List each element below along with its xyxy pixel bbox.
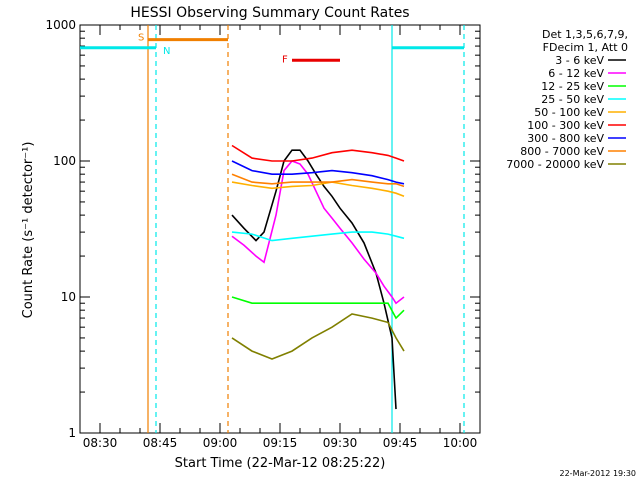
legend-label: 800 - 7000 keV: [520, 145, 604, 158]
plot-frame: [79, 24, 481, 434]
series-line: [231, 231, 405, 242]
x-tick-label: 08:45: [143, 436, 178, 450]
legend-header: FDecim 1, Att 0: [543, 41, 628, 54]
legend-label: 25 - 50 keV: [541, 93, 604, 106]
legend-label: 50 - 100 keV: [534, 106, 604, 119]
x-axis-label: Start Time (22-Mar-12 08:25:22): [175, 456, 386, 471]
series-line: [231, 144, 405, 162]
x-tick-label: 09:00: [203, 436, 238, 450]
legend-label: 12 - 25 keV: [541, 80, 604, 93]
x-tick-label: 10:00: [443, 436, 478, 450]
series-line: [231, 160, 405, 185]
series-line: [231, 173, 405, 188]
legend-label: 3 - 6 keV: [555, 54, 604, 67]
legend-label: 6 - 12 keV: [548, 67, 604, 80]
flag-label: N: [163, 46, 170, 57]
legend-header: Det 1,3,5,6,7,9,: [542, 28, 628, 41]
x-tick-label: 09:15: [263, 436, 298, 450]
y-tick-label: 1000: [45, 18, 76, 32]
x-tick-label: 09:30: [323, 436, 358, 450]
series-line: [231, 160, 405, 305]
series-line: [231, 296, 405, 320]
y-tick-label: 10: [61, 290, 76, 304]
legend-label: 300 - 800 keV: [527, 132, 604, 145]
flag-label: F: [282, 54, 288, 65]
legend-label: 7000 - 20000 keV: [506, 158, 604, 171]
chart-title: HESSI Observing Summary Count Rates: [130, 5, 409, 21]
x-tick-label: 08:30: [83, 436, 118, 450]
x-tick-label: 09:45: [383, 436, 418, 450]
y-axis-label: Count Rate (s⁻¹ detector⁻¹): [21, 142, 36, 319]
legend-label: 100 - 300 keV: [527, 119, 604, 132]
y-tick-label: 1: [68, 426, 76, 440]
y-tick-label: 100: [53, 154, 76, 168]
series-line: [231, 149, 397, 410]
timestamp: 22-Mar-2012 19:30: [560, 469, 637, 478]
flag-label: S: [138, 33, 144, 44]
series-line: [231, 313, 405, 360]
